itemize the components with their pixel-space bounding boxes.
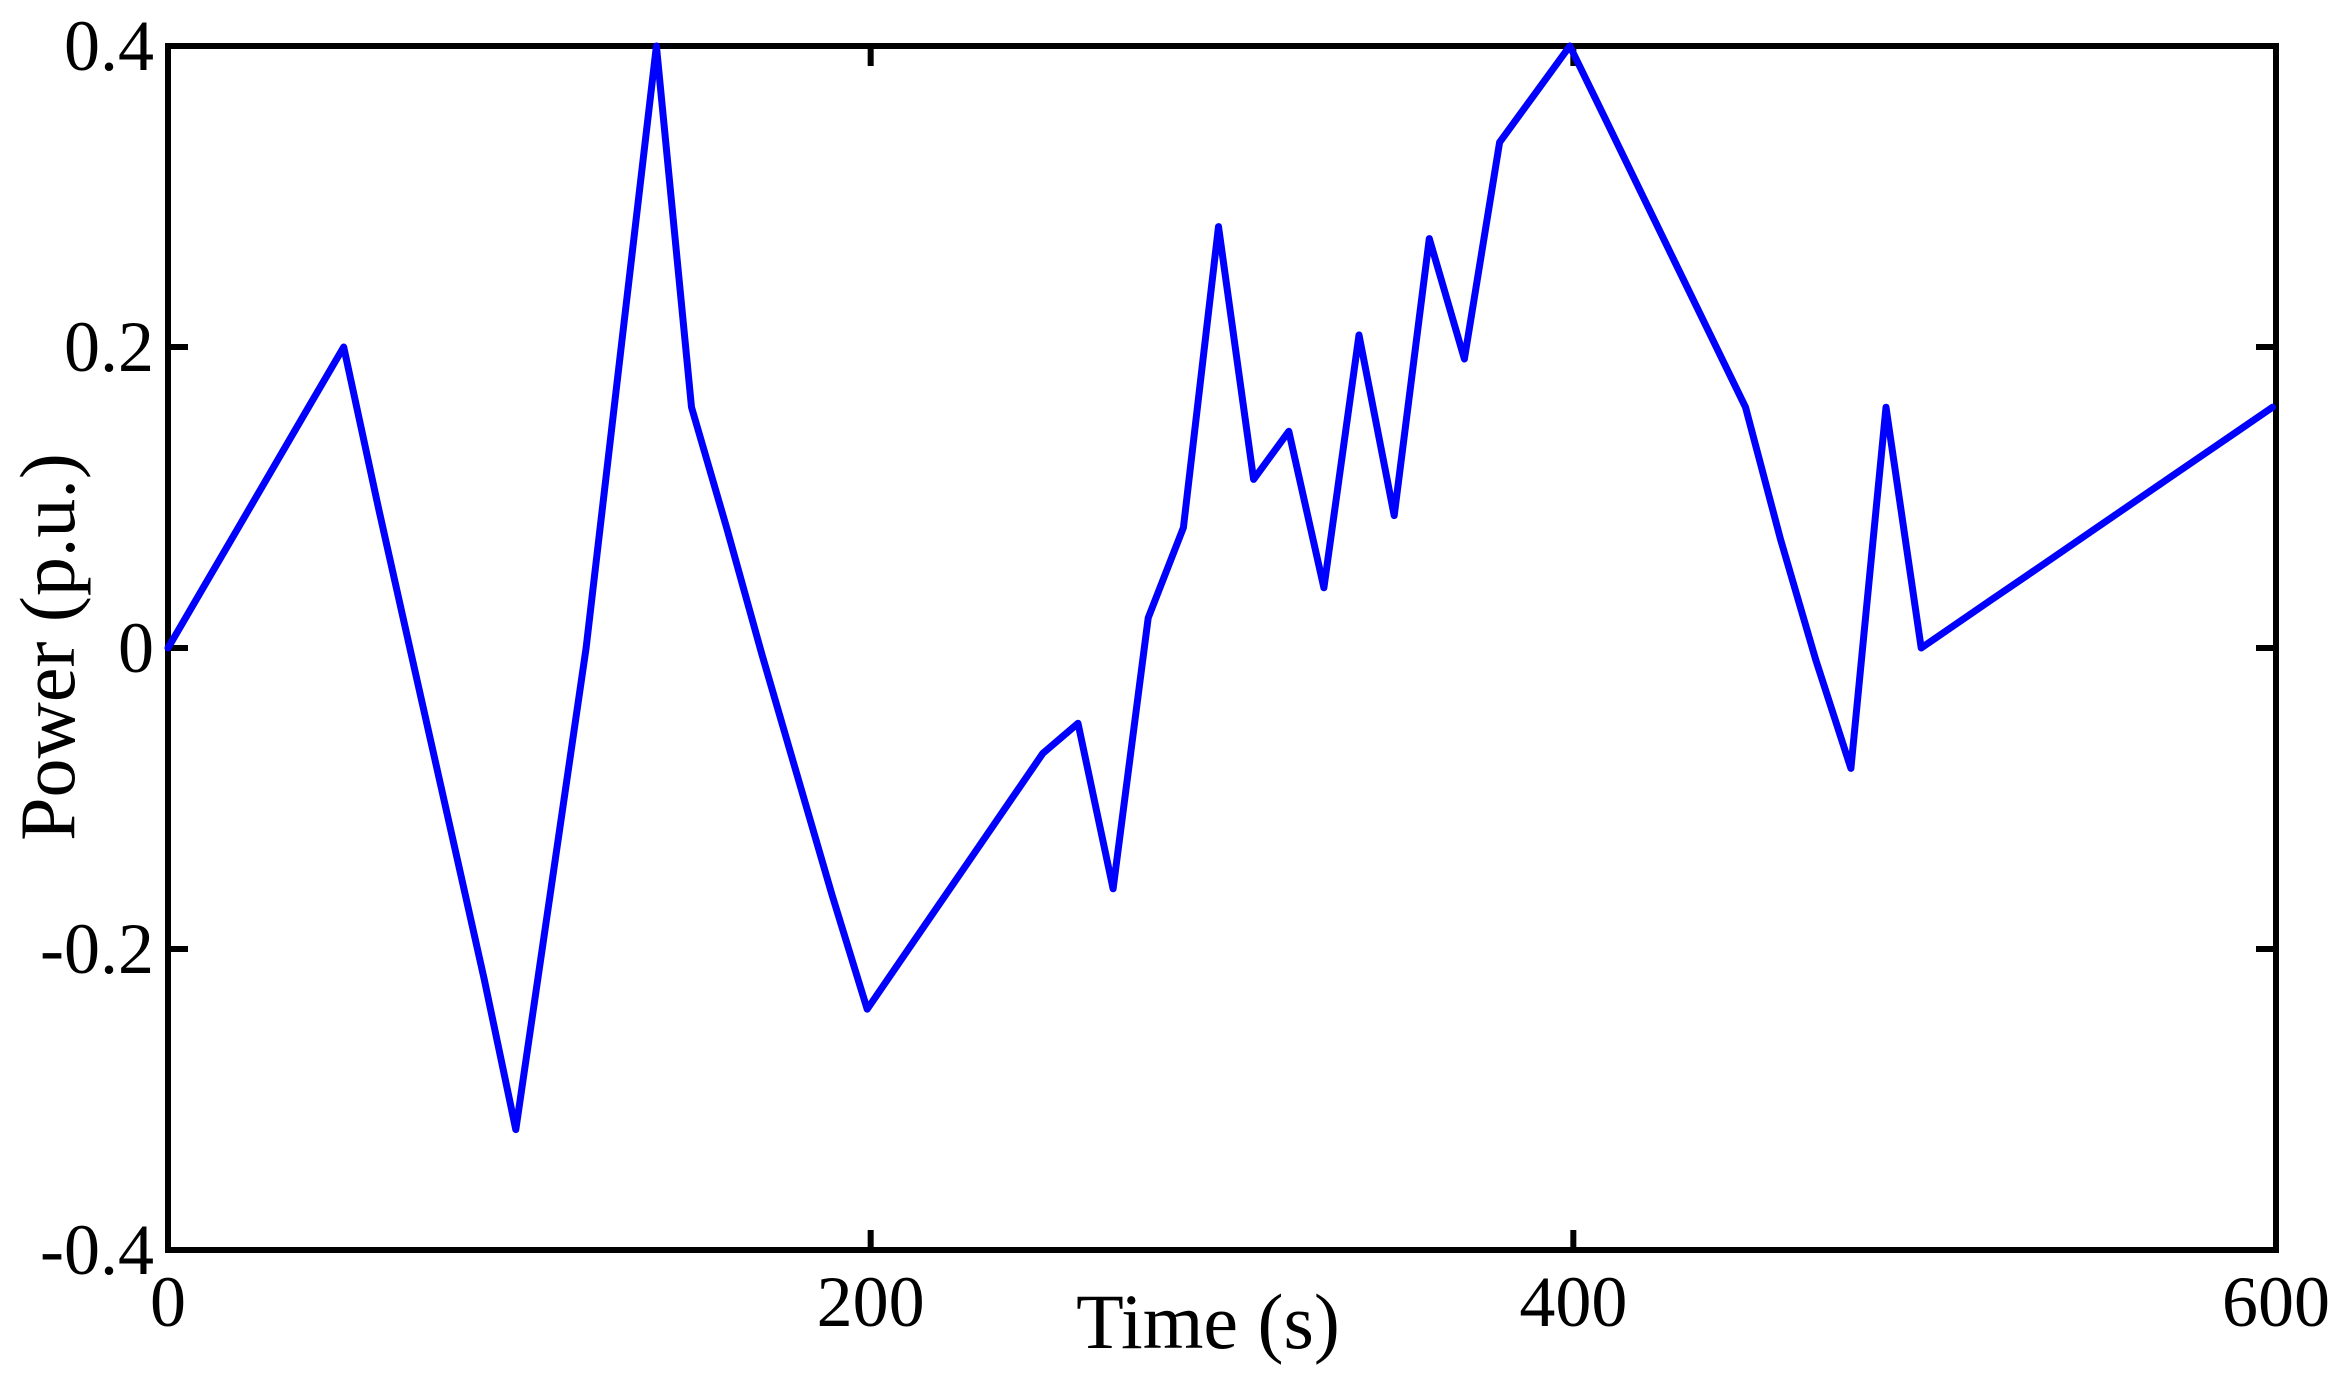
y-tick-label: -0.2: [40, 909, 154, 989]
ticks-layer: [165, 43, 2279, 1253]
x-tick-label: 600: [2222, 1262, 2330, 1342]
y-tick-label: 0: [118, 608, 154, 688]
x-tick-label: 0: [150, 1262, 186, 1342]
x-tick-label: 400: [1519, 1262, 1627, 1342]
series-layer: [164, 42, 2276, 1134]
y-tick-label: -0.4: [40, 1210, 154, 1290]
tick-labels-layer: 0 200 400 600 -0.4 -0.2 0 0.2 0.4: [40, 6, 2330, 1342]
y-tick-label: 0.4: [64, 6, 154, 86]
series-line: [164, 42, 2276, 1134]
y-tick-label: 0.2: [64, 307, 154, 387]
x-tick-label: 200: [817, 1262, 925, 1342]
x-axis-label: Time (s): [1076, 1278, 1340, 1365]
y-axis-label: Power (p.u.): [4, 453, 91, 841]
